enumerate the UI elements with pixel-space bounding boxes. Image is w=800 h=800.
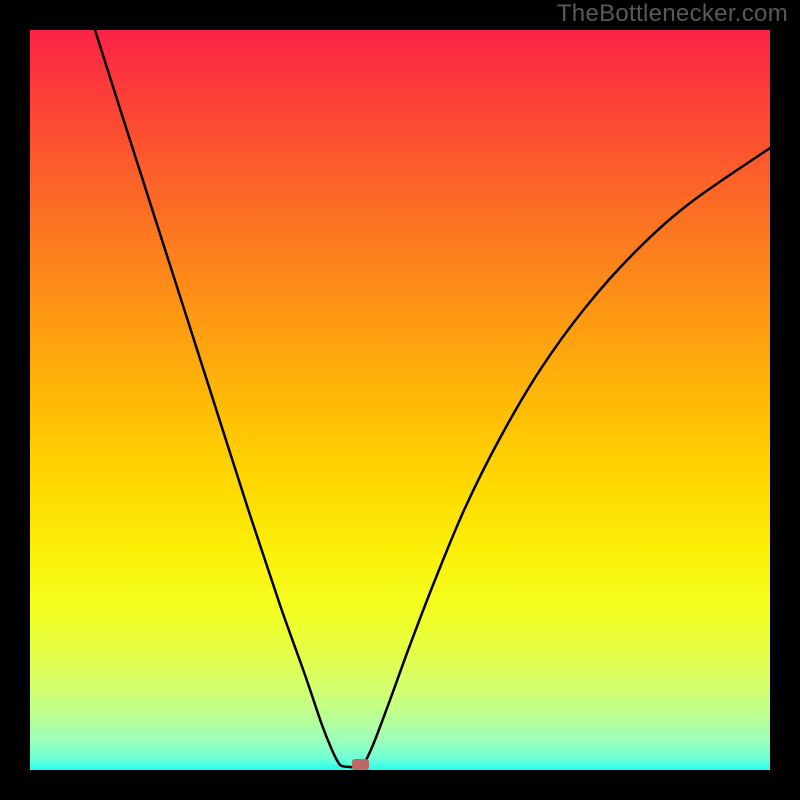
chart-frame: TheBottlenecker.com [0,0,800,800]
optimal-point-marker [352,759,369,770]
watermark-text: TheBottlenecker.com [557,0,788,28]
bottleneck-curve [30,30,770,770]
plot-area [30,30,770,770]
